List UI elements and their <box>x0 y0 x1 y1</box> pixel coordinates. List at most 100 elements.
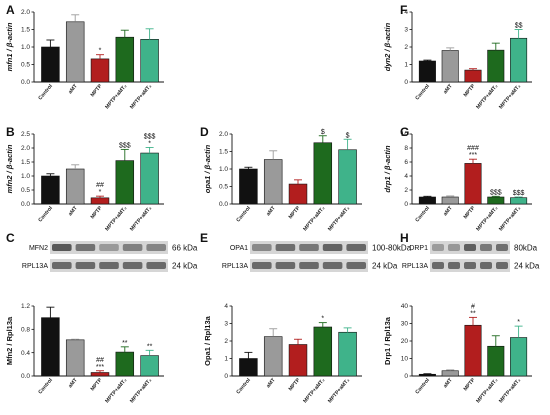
x-tick-label: MPTP+aMT₂ <box>475 377 499 404</box>
blot-band <box>299 262 319 269</box>
blot-band <box>275 244 296 251</box>
significance-label: *** <box>96 364 104 371</box>
panel-letter: F <box>400 3 407 17</box>
blot-band <box>252 244 272 251</box>
blot-band <box>464 244 476 251</box>
bar-e-1 <box>263 336 283 377</box>
blot-band <box>52 262 72 269</box>
y-tick-label: 4 <box>404 9 408 16</box>
blot-band <box>480 244 492 251</box>
x-tick-label: MPTP <box>90 205 104 220</box>
blot-band <box>99 244 119 251</box>
x-tick-label: aMT <box>67 83 79 95</box>
bar-e-3 <box>313 326 333 377</box>
y-axis-label: Drp1 / Rpl13a <box>383 316 392 365</box>
significance-label: $$$ <box>144 133 156 140</box>
y-tick-label: 10 <box>401 131 409 138</box>
y-tick-label: 0.0 <box>219 201 228 208</box>
significance-label: *** <box>469 152 477 159</box>
y-tick-label: 2 <box>404 44 408 51</box>
bar-a-0 <box>41 46 60 83</box>
blot-band <box>252 262 272 269</box>
blot-band <box>480 262 492 269</box>
blot-band <box>448 244 460 251</box>
x-tick-label: MPTP+aMT₃ <box>498 83 522 110</box>
y-axis-label: mfn1 / β-actin <box>5 22 14 71</box>
x-tick-label: MPTP+aMT₂ <box>302 205 326 232</box>
blot-band <box>75 262 96 269</box>
panel-letter: A <box>6 3 15 17</box>
y-tick-label: 2.5 <box>21 131 30 138</box>
x-tick-label: MPTP+aMT₃ <box>129 83 153 110</box>
blot-band <box>432 244 444 251</box>
blot-band <box>122 244 143 251</box>
significance-label: ** <box>147 343 153 350</box>
x-tick-label: Control <box>414 377 431 395</box>
y-tick-label: 1.2 <box>21 303 30 310</box>
significance-label: ## <box>96 357 104 364</box>
significance-label: ** <box>122 340 128 347</box>
panel-d: D 0.0 0.5 1.0 1.5 2.0 opa1 / β-actin Control aMT… <box>200 125 362 232</box>
x-tick-label: MPTP+aMT₂ <box>475 205 499 232</box>
bar-g-2 <box>464 163 482 205</box>
x-tick-label: aMT <box>265 377 277 389</box>
y-axis-label: mfn2 / β-actin <box>5 144 14 193</box>
y-tick-label: 1.0 <box>219 166 228 173</box>
blot-band <box>346 262 366 269</box>
x-tick-label: MPTP <box>288 377 302 392</box>
blot-band <box>122 262 143 269</box>
significance-label: $ <box>321 129 325 136</box>
x-tick-label: MPTP+aMT₃ <box>498 205 522 232</box>
blot-band <box>322 262 343 269</box>
bar-c-2 <box>90 372 110 377</box>
y-axis-label: dyn2 / β-actin <box>383 22 392 71</box>
y-tick-label: 2.0 <box>21 9 30 16</box>
y-tick-label: 0 <box>404 373 408 380</box>
x-tick-label: Control <box>235 205 252 223</box>
bar-f-3 <box>487 49 505 83</box>
y-tick-label: 0.4 <box>21 350 30 357</box>
bar-g-3 <box>487 196 505 205</box>
y-axis-label: opa1 / β-actin <box>203 144 212 193</box>
blot-row-label: OPA1 <box>230 245 248 252</box>
blot-band <box>146 262 166 269</box>
x-tick-label: MPTP <box>90 83 104 98</box>
x-tick-label: MPTP+aMT₂ <box>475 83 499 110</box>
panel-g: G 0 2 4 6 8 10 drp1 / β-actin Control aMT ###*** MP… <box>383 125 532 232</box>
blot-row-label: RPL13A <box>402 263 428 270</box>
x-tick-label: Control <box>235 377 252 395</box>
bar-f-2 <box>464 69 482 83</box>
blot-kda-label: 24 kDa <box>372 262 398 271</box>
blot-row-label: DRP1 <box>409 245 428 252</box>
x-tick-label: MPTP+aMT₂ <box>104 377 128 404</box>
bar-b-0 <box>41 175 60 205</box>
significance-label: * <box>321 316 324 323</box>
y-tick-label: 1.0 <box>21 44 30 51</box>
bar-d-3 <box>313 142 333 205</box>
significance-label: ## <box>96 182 104 189</box>
x-tick-label: MPTP+aMT₃ <box>129 377 153 404</box>
y-tick-label: 20 <box>401 338 409 345</box>
y-tick-label: 4 <box>224 303 228 310</box>
y-tick-label: 1.0 <box>21 173 30 180</box>
x-tick-label: MPTP <box>463 205 477 220</box>
bar-b-2 <box>90 197 110 205</box>
y-tick-label: 0.0 <box>21 201 30 208</box>
bar-g-0 <box>418 196 436 205</box>
y-tick-label: 6 <box>404 159 408 166</box>
blot-band <box>299 244 319 251</box>
panel-letter: E <box>200 231 208 245</box>
x-tick-label: aMT <box>67 377 79 389</box>
y-tick-label: 3 <box>404 27 408 34</box>
x-tick-label: MPTP+aMT₂ <box>302 377 326 404</box>
x-tick-label: MPTP+aMT₃ <box>498 377 522 404</box>
y-tick-label: 1.5 <box>21 159 30 166</box>
significance-label: * <box>99 48 102 55</box>
y-tick-label: 10 <box>401 356 409 363</box>
y-tick-label: 0 <box>404 79 408 86</box>
blot-band <box>464 262 476 269</box>
bar-c-3 <box>115 351 135 377</box>
bar-e-0 <box>239 358 258 377</box>
